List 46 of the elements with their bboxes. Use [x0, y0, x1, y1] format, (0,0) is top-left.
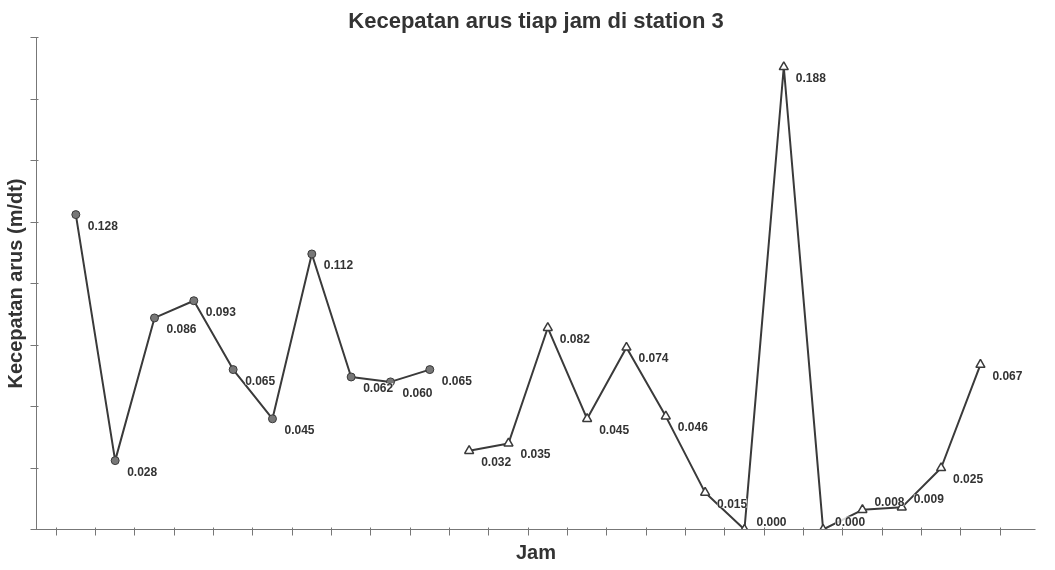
point — [503, 437, 514, 447]
point — [307, 249, 317, 259]
data-label: 0.032 — [481, 454, 512, 469]
data-label: 0.093 — [205, 304, 237, 319]
point — [267, 414, 277, 424]
point — [110, 456, 120, 466]
data-label: 0.188 — [795, 71, 827, 86]
point — [425, 365, 435, 375]
data-label: 0.008 — [874, 494, 905, 509]
data-label: 0.025 — [953, 472, 984, 486]
data-label: 0.082 — [559, 331, 591, 346]
data-label: 0.060 — [402, 385, 433, 400]
point — [463, 444, 475, 455]
data-label: 0.035 — [520, 447, 551, 462]
point — [975, 358, 986, 369]
point — [621, 341, 632, 351]
data-label: 0.000 — [835, 514, 866, 529]
point — [149, 313, 159, 323]
y-axis-title: Kecepatan arus (m/dt) — [3, 178, 26, 389]
data-label: 0.028 — [127, 464, 158, 479]
data-label: 0.046 — [677, 420, 709, 435]
data-label: 0.045 — [599, 422, 630, 437]
data-label: 0.128 — [87, 218, 119, 233]
point — [581, 412, 593, 423]
point — [189, 296, 199, 306]
point — [542, 321, 554, 332]
data-label: 0.112 — [323, 257, 354, 272]
point — [857, 503, 868, 514]
data-label: 0.065 — [245, 373, 276, 388]
chart-title: Kecepatan arus tiap jam di station 3 — [348, 7, 724, 33]
point — [935, 462, 947, 472]
data-label: 0.045 — [284, 422, 315, 437]
data-label: 0.074 — [638, 351, 669, 366]
data-label: 0.000 — [756, 514, 787, 529]
point — [71, 210, 81, 220]
x-axis-title: Jam — [515, 540, 557, 563]
point — [346, 372, 356, 382]
data-label: 0.067 — [992, 368, 1023, 383]
data-label: 0.086 — [166, 321, 197, 336]
point — [228, 365, 238, 375]
data-label: 0.015 — [717, 496, 748, 511]
point — [699, 486, 711, 496]
point — [660, 410, 672, 420]
data-label: 0.062 — [363, 380, 394, 395]
data-label: 0.065 — [441, 373, 473, 388]
data-label: 0.009 — [913, 492, 945, 507]
